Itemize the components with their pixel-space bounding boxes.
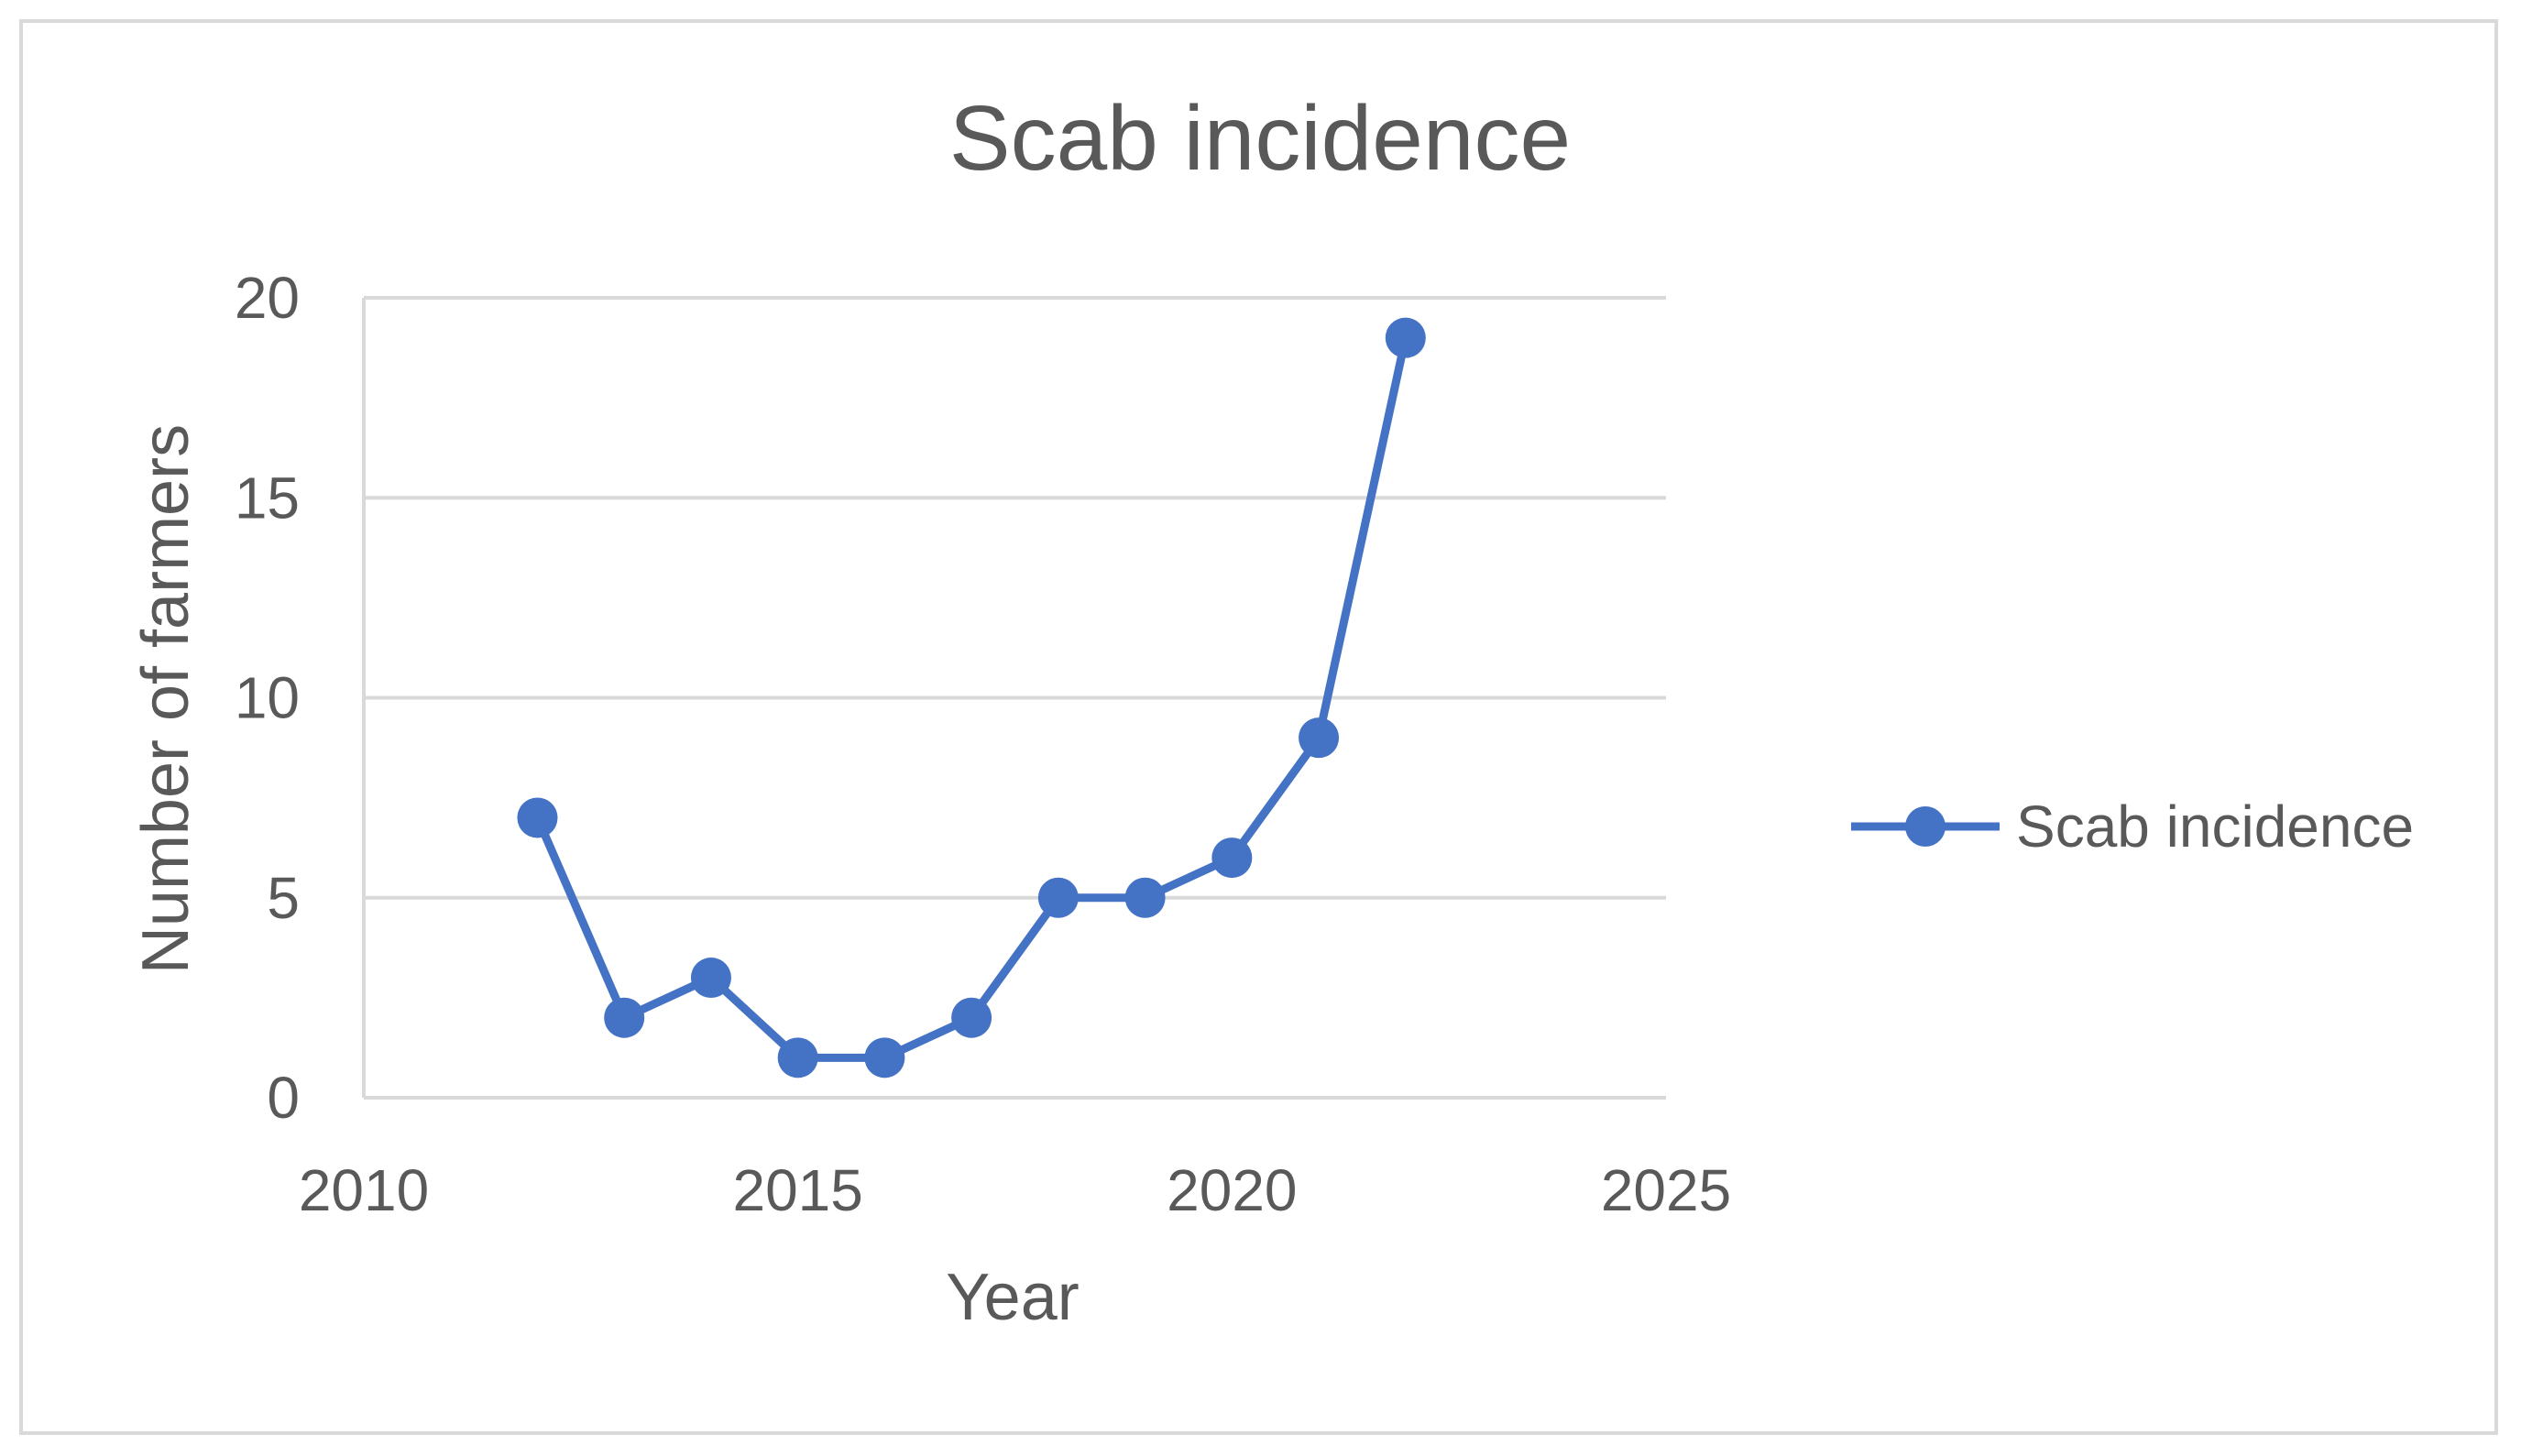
y-tick-label: 10 — [235, 665, 300, 731]
chart-frame — [19, 19, 2498, 1435]
data-point — [1385, 317, 1426, 358]
data-point — [1211, 837, 1253, 879]
x-tick-label: 2025 — [1601, 1157, 1731, 1223]
x-axis-title: Year — [946, 1261, 1079, 1334]
x-tick-label: 2015 — [732, 1157, 862, 1223]
y-tick-label: 20 — [235, 265, 300, 331]
data-point — [690, 958, 731, 999]
data-point — [1299, 717, 1340, 759]
data-point — [1124, 877, 1166, 918]
data-point — [1037, 877, 1079, 918]
y-tick-label: 0 — [267, 1065, 300, 1131]
y-tick-label: 15 — [235, 465, 300, 531]
axes — [362, 298, 1666, 1100]
data-point — [517, 797, 558, 838]
x-tick-label: 2010 — [299, 1157, 429, 1223]
legend-marker — [1905, 806, 1946, 847]
y-tick-label: 5 — [267, 865, 300, 931]
series-group — [517, 317, 1426, 1078]
legend: Scab incidence — [1851, 794, 2414, 859]
data-point — [777, 1037, 818, 1078]
tick-labels: 0 5 10 15 20 2010 2015 2020 2025 — [235, 265, 1731, 1223]
y-axis-title: Number of farmers — [129, 424, 203, 974]
x-tick-label: 2020 — [1167, 1157, 1297, 1223]
chart-title: Scab incidence — [949, 87, 1571, 190]
data-point — [604, 997, 645, 1038]
data-point — [864, 1037, 905, 1078]
data-point — [951, 997, 992, 1038]
legend-label: Scab incidence — [2016, 794, 2414, 859]
gridlines — [364, 296, 1666, 900]
